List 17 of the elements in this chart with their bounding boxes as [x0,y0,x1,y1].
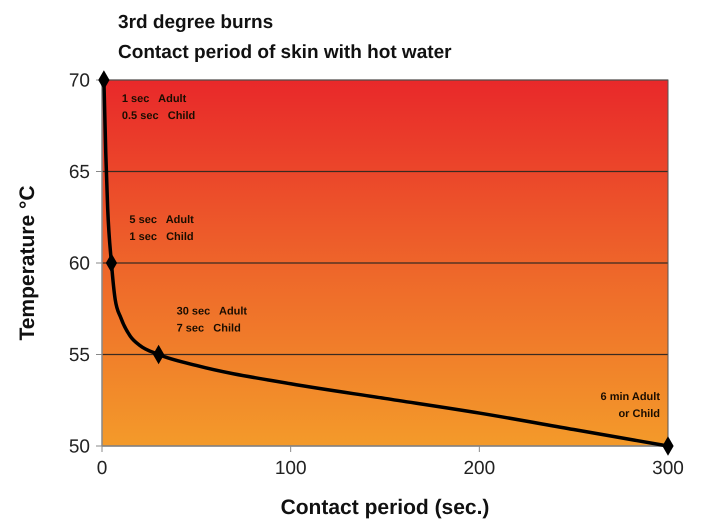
y-tick-label: 70 [68,70,90,92]
y-tick-label: 55 [68,345,90,366]
x-tick-label: 100 [274,458,307,479]
x-tick-label: 200 [463,458,496,479]
y-tick-label: 65 [68,162,90,184]
y-tick-label: 50 [68,436,90,458]
y-tick-label: 60 [68,254,90,275]
x-axis-title: Contact period (sec.) [280,496,490,519]
chart-subtitle: Contact period of skin with hot water [118,42,452,63]
annotation: 30 sec Adult 7 sec Child [176,306,248,334]
annotation: 6 min Adult or Child [600,391,660,420]
chart-title: 3rd degree burns [118,12,274,33]
annotation: 1 sec Adult 0.5 sec Child [122,93,196,122]
y-axis-title: Temperature °C [16,185,39,341]
x-tick-label: 0 [96,458,108,479]
x-tick-label: 300 [652,458,684,479]
annotation: 5 sec Adult 1 sec Child [129,214,194,243]
